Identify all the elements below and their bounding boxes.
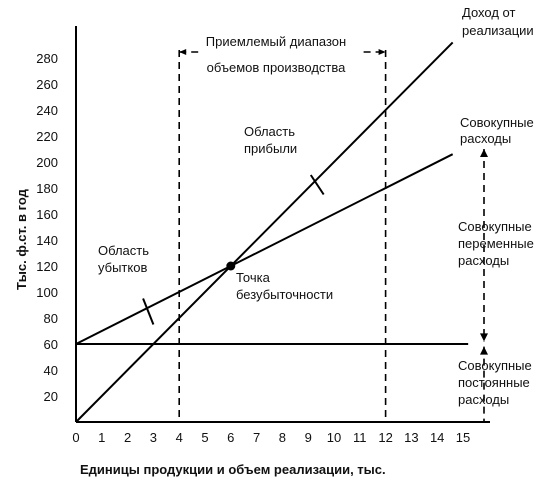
fixed-costs-label-line3: расходы — [458, 392, 509, 407]
fixed-costs-arrow-top — [480, 346, 488, 355]
profit-area-pointer — [309, 174, 325, 196]
y-tick-label: 40 — [44, 363, 58, 378]
revenue-line — [75, 41, 454, 423]
y-tick-label: 160 — [36, 207, 58, 222]
profit-area-label-line2: прибыли — [244, 141, 297, 156]
y-tick-label: 280 — [36, 51, 58, 66]
x-tick-label: 9 — [305, 430, 312, 445]
x-tick-label: 0 — [72, 430, 79, 445]
x-tick-label: 11 — [353, 430, 367, 445]
variable-costs-arrow-bottom — [480, 333, 488, 342]
range-label-line1: Приемлемый диапазон — [206, 34, 346, 49]
x-tick-label: 8 — [279, 430, 286, 445]
x-tick-label: 2 — [124, 430, 131, 445]
y-tick-label: 60 — [44, 337, 58, 352]
y-tick-label: 100 — [36, 285, 58, 300]
x-axis-title: Единицы продукции и объем реализации, ты… — [80, 462, 386, 477]
variable-costs-label-line2: переменные — [458, 236, 534, 251]
y-tick-label: 120 — [36, 259, 58, 274]
variable-costs-arrow-top — [480, 149, 488, 157]
range-label-line2: объемов производства — [207, 60, 347, 75]
variable-costs-label-line1: Совокупные — [458, 219, 532, 234]
break-even-point — [226, 261, 236, 271]
x-tick-label: 6 — [227, 430, 234, 445]
total-costs-label-line2: расходы — [460, 131, 511, 146]
y-tick-label: 140 — [36, 233, 58, 248]
x-tick-label: 4 — [176, 430, 183, 445]
x-tick-label: 12 — [378, 430, 392, 445]
tick-labels: 0 1 2 3 4 5 6 7 8 9 10 11 12 13 14 15204060801001201401… — [36, 51, 470, 445]
x-tick-label: 7 — [253, 430, 260, 445]
x-tick-label: 10 — [327, 430, 341, 445]
y-tick-label: 80 — [44, 311, 58, 326]
fixed-costs-label-line2: постоянные — [458, 375, 530, 390]
x-tick-label: 1 — [98, 430, 105, 445]
y-tick-label: 240 — [36, 103, 58, 118]
loss-area-label-line1: Область — [98, 243, 149, 258]
x-tick-label: 13 — [404, 430, 418, 445]
x-tick-label: 14 — [430, 430, 444, 445]
range-arrowhead-left — [179, 49, 187, 55]
y-tick-label: 200 — [36, 155, 58, 170]
total-costs-label-line1: Совокупные — [460, 115, 534, 130]
range-arrowhead-right — [378, 49, 386, 55]
break-even-label-line2: безубыточности — [236, 287, 333, 302]
profit-area-label-line1: Область — [244, 124, 295, 139]
revenue-label-line2: реализации — [462, 23, 534, 38]
y-tick-label: 260 — [36, 77, 58, 92]
y-tick-label: 20 — [44, 389, 58, 404]
variable-costs-label-line3: расходы — [458, 253, 509, 268]
break-even-label-line1: Точка — [236, 270, 271, 285]
x-tick-label: 15 — [456, 430, 470, 445]
x-tick-label: 3 — [150, 430, 157, 445]
x-tick-label: 5 — [201, 430, 208, 445]
y-tick-label: 220 — [36, 129, 58, 144]
loss-area-label-line2: убытков — [98, 260, 147, 275]
loss-area-pointer — [142, 298, 155, 325]
y-axis-title: Тыс. ф.ст. в год — [14, 188, 29, 290]
chart-marks — [75, 41, 488, 423]
fixed-costs-label-line1: Совокупные — [458, 358, 532, 373]
revenue-label-line1: Доход от — [462, 5, 515, 20]
y-tick-label: 180 — [36, 181, 58, 196]
total-costs-line — [75, 153, 454, 345]
